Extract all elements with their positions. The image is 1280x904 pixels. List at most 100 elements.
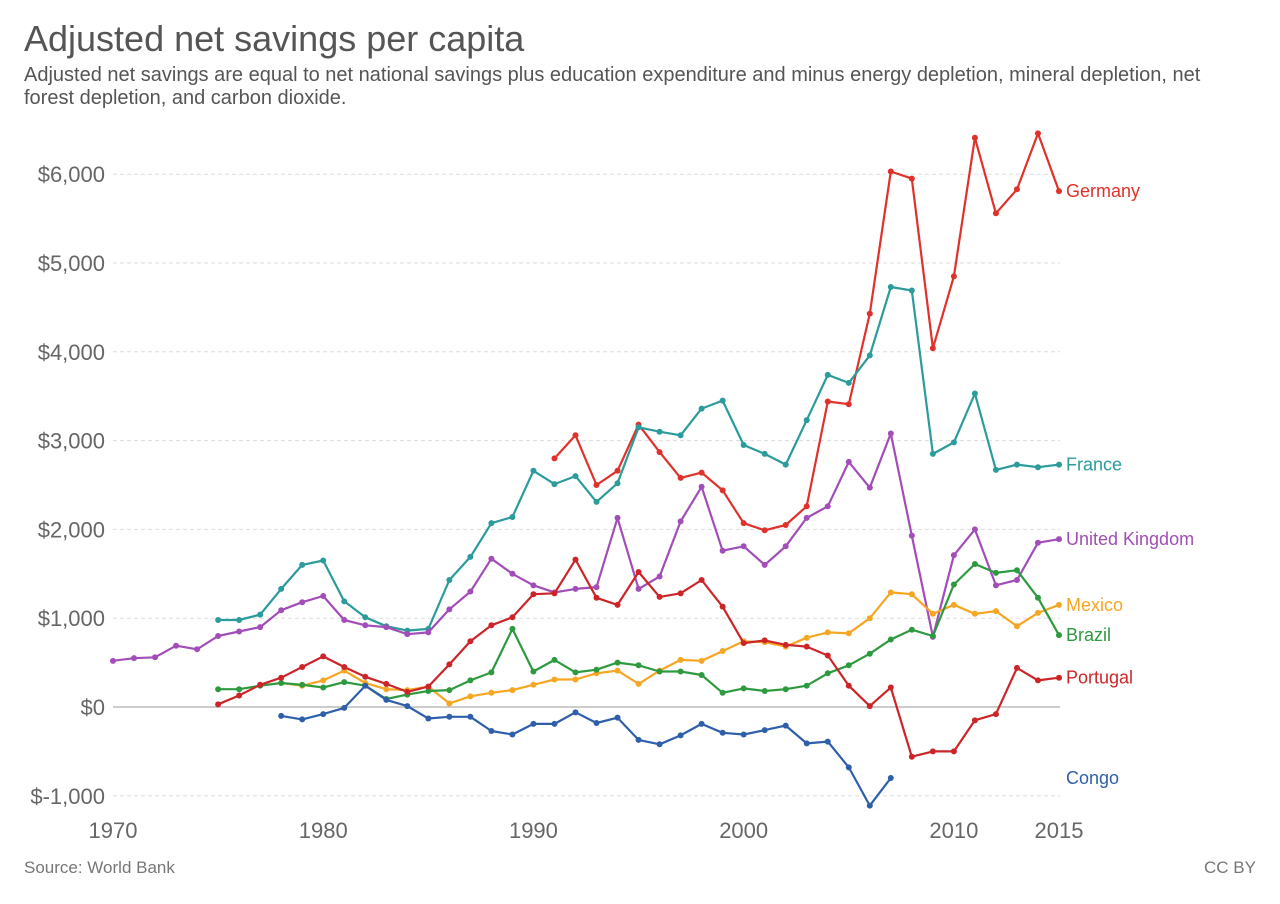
data-point-mexico [950, 601, 957, 608]
data-point-brazil [908, 626, 915, 633]
data-point-congo [824, 738, 831, 745]
data-point-brazil [761, 688, 768, 695]
series-congo [278, 682, 894, 809]
data-point-congo [593, 719, 600, 726]
data-point-france [1013, 461, 1020, 468]
data-point-france [530, 467, 537, 474]
series-brazil [215, 561, 1062, 703]
data-point-brazil [278, 680, 285, 687]
series-line-mexico [281, 591, 1060, 705]
data-point-mexico [929, 610, 936, 617]
series-mexico [278, 589, 1062, 707]
data-point-brazil [488, 669, 495, 676]
data-point-france [236, 616, 243, 623]
data-point-brazil [425, 688, 432, 695]
y-tick-label: $0 [81, 695, 105, 720]
data-point-mexico [971, 610, 978, 617]
data-point-germany [572, 432, 579, 439]
y-tick-label: $-1,000 [30, 784, 105, 809]
data-point-france [635, 424, 642, 431]
y-axis-ticks: $-1,000 $0 $1,000 $2,000 $3,000 $4,000 $5,000 $… [30, 162, 105, 809]
data-point-mexico [824, 629, 831, 636]
data-point-france [593, 498, 600, 505]
data-point-mexico [467, 693, 474, 700]
x-axis-ticks: 1970 1980 1990 2000 2010 2015 [89, 818, 1084, 843]
data-point-germany [992, 210, 999, 217]
data-point-portugal [404, 688, 411, 695]
data-point-france [929, 450, 936, 457]
data-point-united-kingdom [908, 532, 915, 539]
data-point-portugal [782, 641, 789, 648]
data-point-congo [803, 740, 810, 747]
data-point-mexico [383, 686, 390, 693]
data-point-mexico [719, 648, 726, 655]
data-point-germany [866, 310, 873, 317]
data-point-france [551, 481, 558, 488]
data-point-portugal [887, 684, 894, 691]
data-point-mexico [845, 630, 852, 637]
data-point-france [1056, 461, 1062, 468]
data-point-france [740, 442, 747, 449]
data-point-portugal [929, 748, 936, 755]
data-point-brazil [320, 684, 327, 691]
series-lines [110, 130, 1062, 809]
data-point-france [299, 561, 306, 568]
data-point-portugal [257, 681, 264, 688]
data-point-germany [551, 455, 558, 462]
data-point-united-kingdom [719, 547, 726, 554]
data-point-brazil [782, 686, 789, 693]
data-point-congo [320, 711, 327, 718]
data-point-congo [677, 732, 684, 739]
data-point-germany [740, 520, 747, 527]
data-point-portugal [656, 593, 663, 600]
data-point-congo [509, 731, 516, 738]
data-point-united-kingdom [1034, 539, 1041, 546]
x-tick-label: 2015 [1035, 818, 1084, 843]
data-point-brazil [1056, 632, 1062, 639]
data-point-congo [299, 716, 306, 723]
data-point-portugal [803, 643, 810, 650]
source-note: Source: World Bank [24, 858, 175, 877]
series-label-germany: Germany [1066, 181, 1140, 201]
data-point-brazil [1034, 594, 1041, 601]
data-point-brazil [824, 670, 831, 677]
data-point-mexico [446, 700, 453, 707]
data-point-brazil [698, 672, 705, 679]
y-tick-label: $5,000 [38, 251, 105, 276]
data-point-portugal [299, 664, 306, 671]
data-point-france [908, 287, 915, 294]
data-point-congo [467, 713, 474, 720]
data-point-congo [845, 764, 852, 771]
data-point-portugal [866, 703, 873, 710]
data-point-germany [971, 134, 978, 141]
series-label-mexico: Mexico [1066, 595, 1123, 615]
data-point-portugal [908, 753, 915, 760]
data-point-congo [866, 802, 873, 809]
data-point-united-kingdom [761, 561, 768, 568]
data-point-france [1034, 464, 1041, 471]
data-point-united-kingdom [1056, 536, 1062, 543]
data-point-france [677, 432, 684, 439]
data-point-united-kingdom [467, 588, 474, 595]
data-point-mexico [698, 657, 705, 664]
x-tick-label: 1990 [509, 818, 558, 843]
data-point-united-kingdom [383, 624, 390, 631]
data-point-portugal [236, 692, 243, 699]
data-point-france [341, 598, 348, 605]
data-point-france [845, 379, 852, 386]
data-point-united-kingdom [362, 622, 369, 629]
data-point-portugal [446, 661, 453, 668]
data-point-france [698, 405, 705, 412]
data-point-brazil [635, 662, 642, 669]
data-point-france [257, 611, 264, 618]
data-point-germany [1056, 188, 1062, 195]
data-point-congo [656, 741, 663, 748]
data-point-united-kingdom [572, 585, 579, 592]
data-point-mexico [992, 608, 999, 615]
series-label-portugal: Portugal [1066, 668, 1133, 688]
data-point-mexico [320, 677, 327, 684]
data-point-portugal [1034, 677, 1041, 684]
series-label-united-kingdom: United Kingdom [1066, 529, 1194, 549]
data-point-united-kingdom [425, 629, 432, 636]
series-line-germany [553, 132, 1061, 532]
